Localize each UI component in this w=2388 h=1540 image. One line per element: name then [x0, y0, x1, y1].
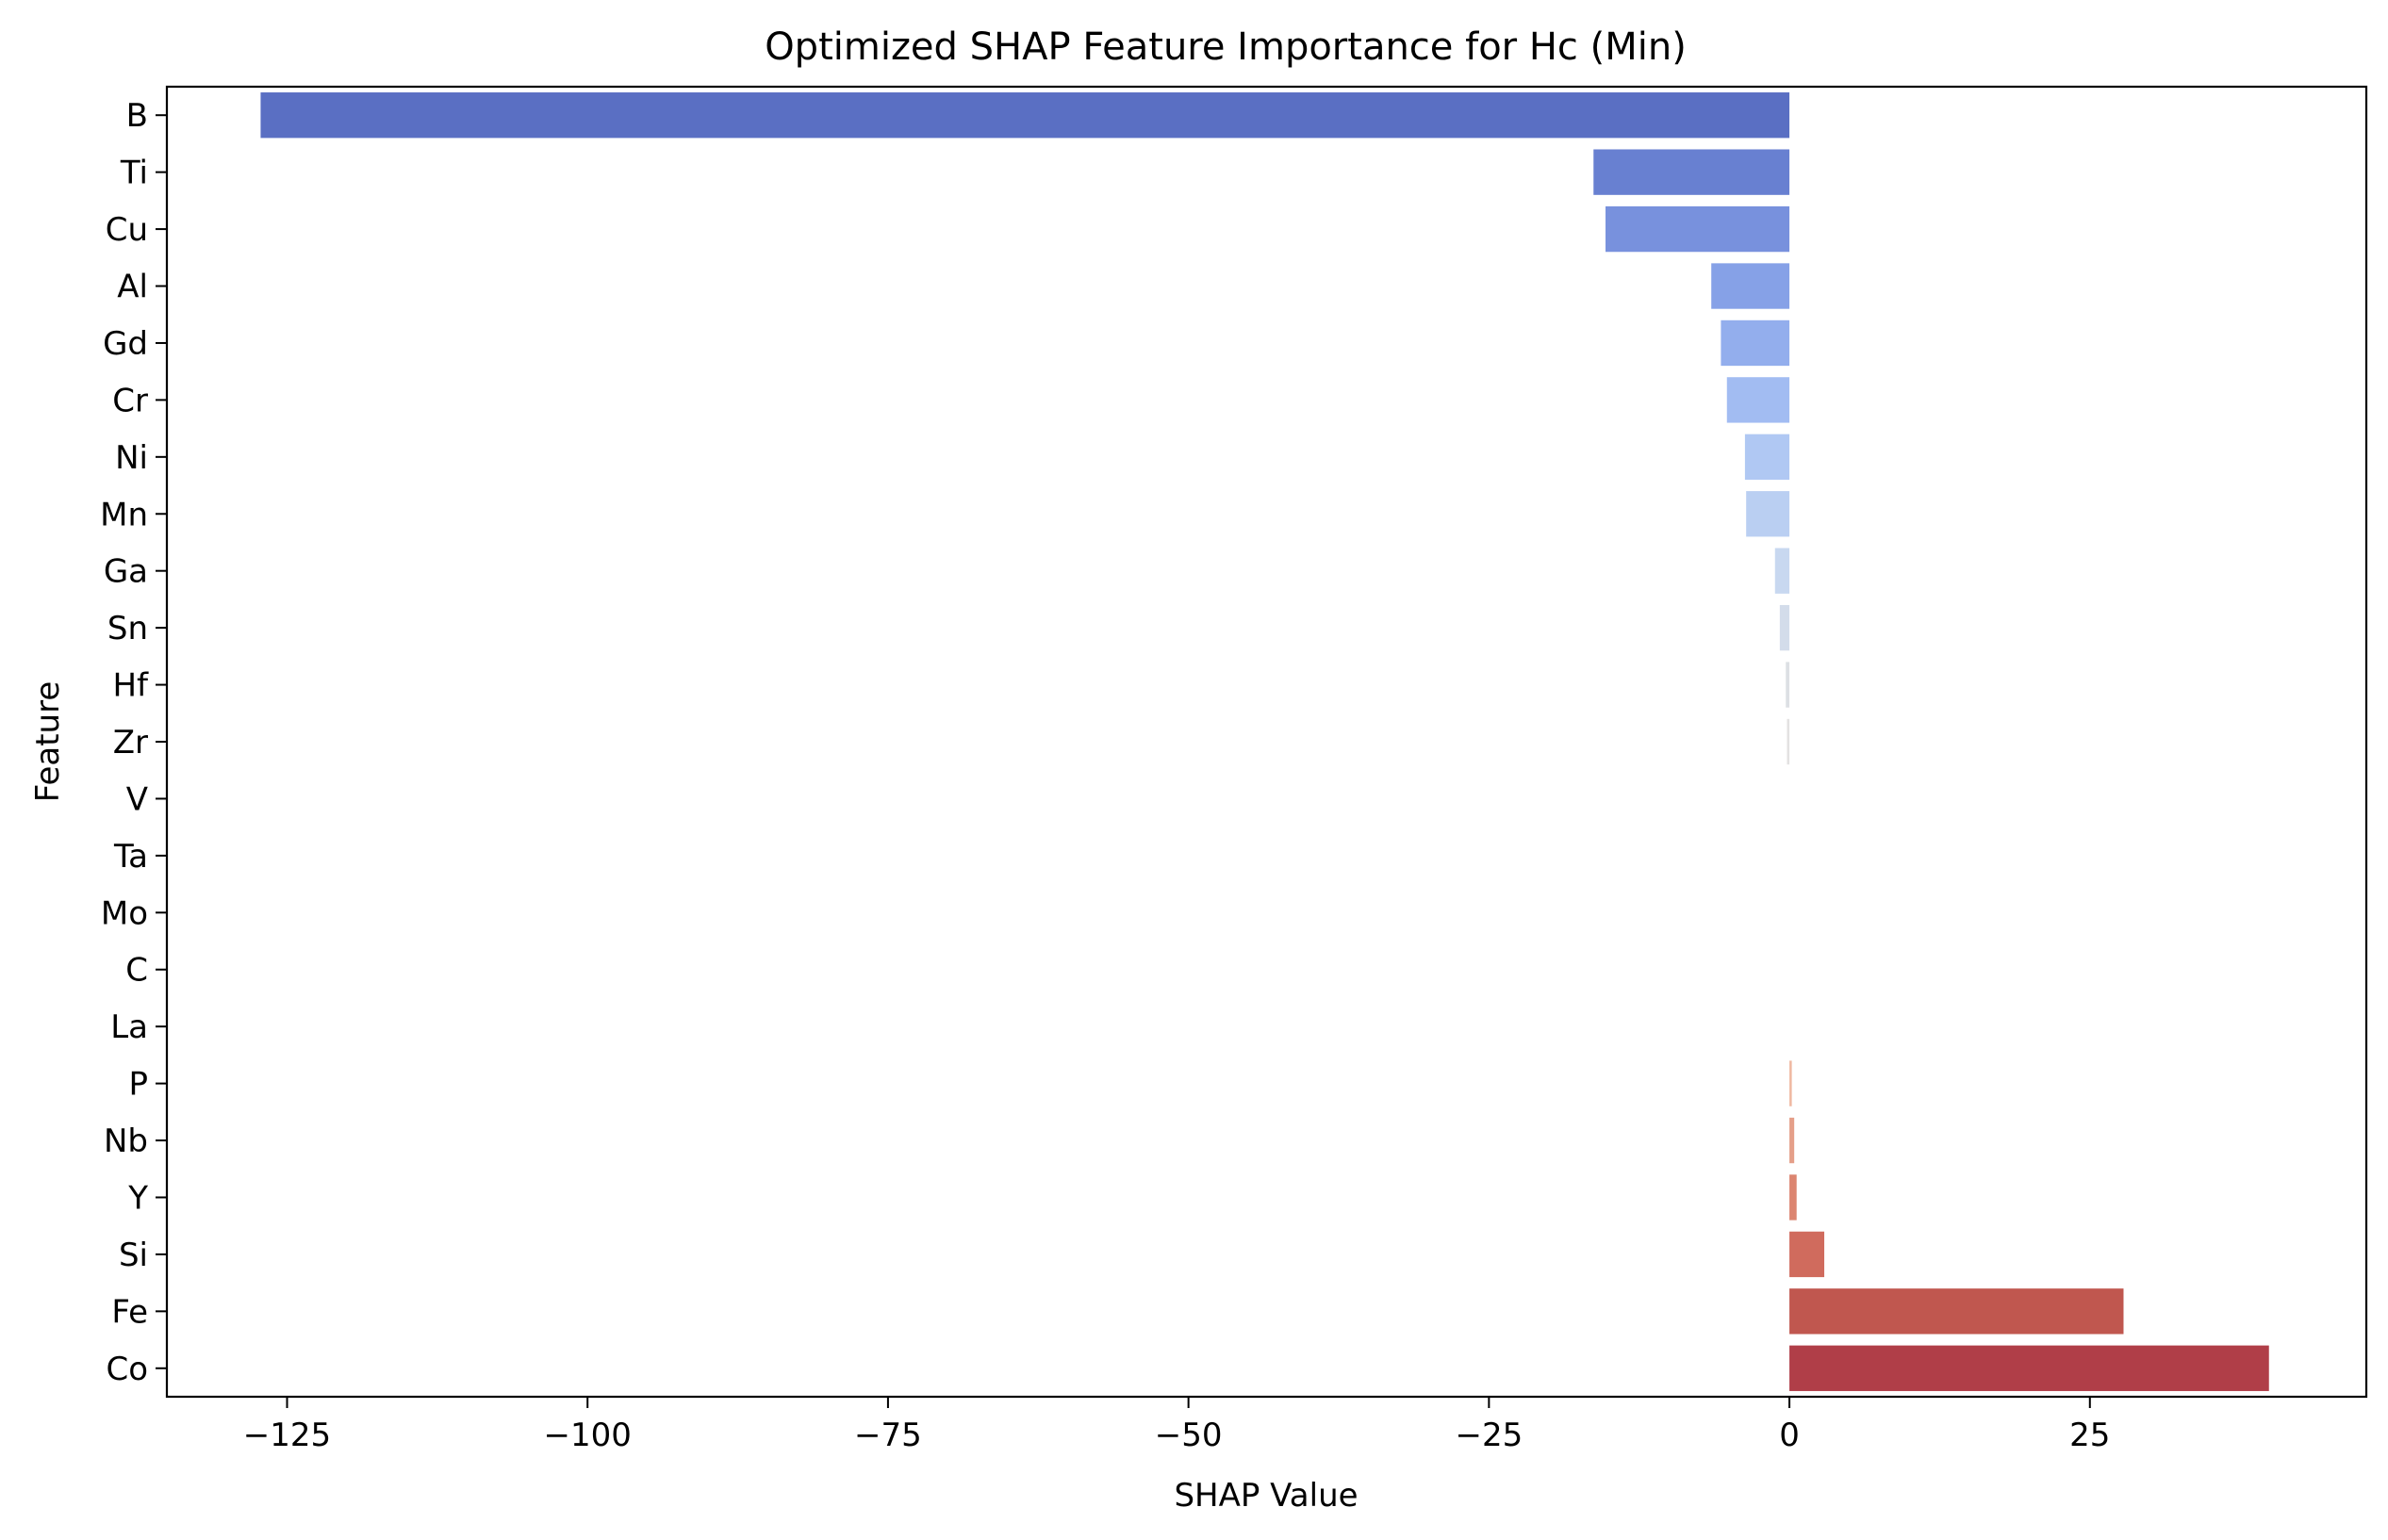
y-tick-label-cu: Cu — [106, 211, 148, 249]
bar-b — [260, 92, 1790, 139]
y-tick-label-ga: Ga — [104, 553, 148, 591]
y-tick-label-cr: Cr — [112, 382, 148, 419]
x-tick-label-1: −100 — [544, 1417, 632, 1454]
bar-zr — [1787, 718, 1790, 765]
x-tick-label-3: −50 — [1155, 1417, 1223, 1454]
bar-ni — [1744, 434, 1790, 480]
chart-title: Optimized SHAP Feature Importance for Hc… — [765, 25, 1687, 69]
x-tick-label-0: −125 — [243, 1417, 331, 1454]
x-axis-ticks: −125 −100 −75 −50 −25 0 25 — [243, 1397, 2110, 1454]
bar-si — [1789, 1231, 1825, 1278]
y-tick-label-y: Y — [127, 1179, 148, 1217]
y-tick-label-sn: Sn — [107, 610, 148, 647]
y-tick-label-gd: Gd — [103, 325, 148, 363]
bar-gd — [1721, 319, 1790, 367]
y-axis-ticks: B Ti Cu Al Gd Cr Ni Mn Ga Sn Hf Zr V Ta Mo C La P Nb Y Si Fe C… — [100, 97, 167, 1388]
y-tick-label-fe: Fe — [111, 1293, 148, 1331]
y-tick-label-si: Si — [119, 1237, 148, 1274]
y-tick-label-mn: Mn — [100, 496, 148, 533]
plot-frame — [165, 85, 2368, 1399]
bar-hf — [1786, 662, 1790, 708]
y-tick-label-p: P — [128, 1066, 148, 1104]
y-tick-label-ta: Ta — [113, 838, 148, 876]
y-axis-label: Feature — [29, 681, 67, 802]
y-tick-label-b: B — [126, 97, 148, 135]
x-tick-label-6: 25 — [2069, 1417, 2110, 1454]
bar-cr — [1726, 377, 1790, 423]
x-tick-label-5: 0 — [1779, 1417, 1800, 1454]
y-tick-label-mo: Mo — [101, 894, 148, 932]
y-tick-label-ti: Ti — [120, 155, 148, 192]
bar-co — [1789, 1345, 2269, 1391]
x-tick-label-4: −25 — [1455, 1417, 1523, 1454]
bar-mn — [1746, 491, 1790, 537]
y-tick-label-co: Co — [106, 1351, 148, 1388]
bar-ga — [1774, 548, 1790, 594]
bars-group — [260, 92, 2269, 1391]
bar-nb — [1789, 1117, 1795, 1164]
y-tick-label-v: V — [126, 780, 148, 818]
x-axis-label: SHAP Value — [1174, 1477, 1358, 1515]
bar-sn — [1779, 604, 1790, 651]
y-tick-label-ni: Ni — [115, 439, 148, 477]
y-tick-label-al: Al — [117, 269, 148, 306]
y-tick-label-c: C — [125, 952, 148, 990]
bar-y — [1789, 1174, 1797, 1221]
bar-ti — [1593, 149, 1790, 195]
bar-fe — [1789, 1288, 2124, 1335]
y-tick-label-la: La — [110, 1008, 148, 1046]
bar-al — [1711, 263, 1790, 309]
y-tick-label-hf: Hf — [112, 667, 149, 705]
bar-cu — [1606, 205, 1790, 253]
y-tick-label-zr: Zr — [113, 724, 148, 762]
bar-p — [1789, 1060, 1792, 1106]
x-tick-label-2: −75 — [854, 1417, 922, 1454]
y-tick-label-nb: Nb — [104, 1122, 148, 1160]
